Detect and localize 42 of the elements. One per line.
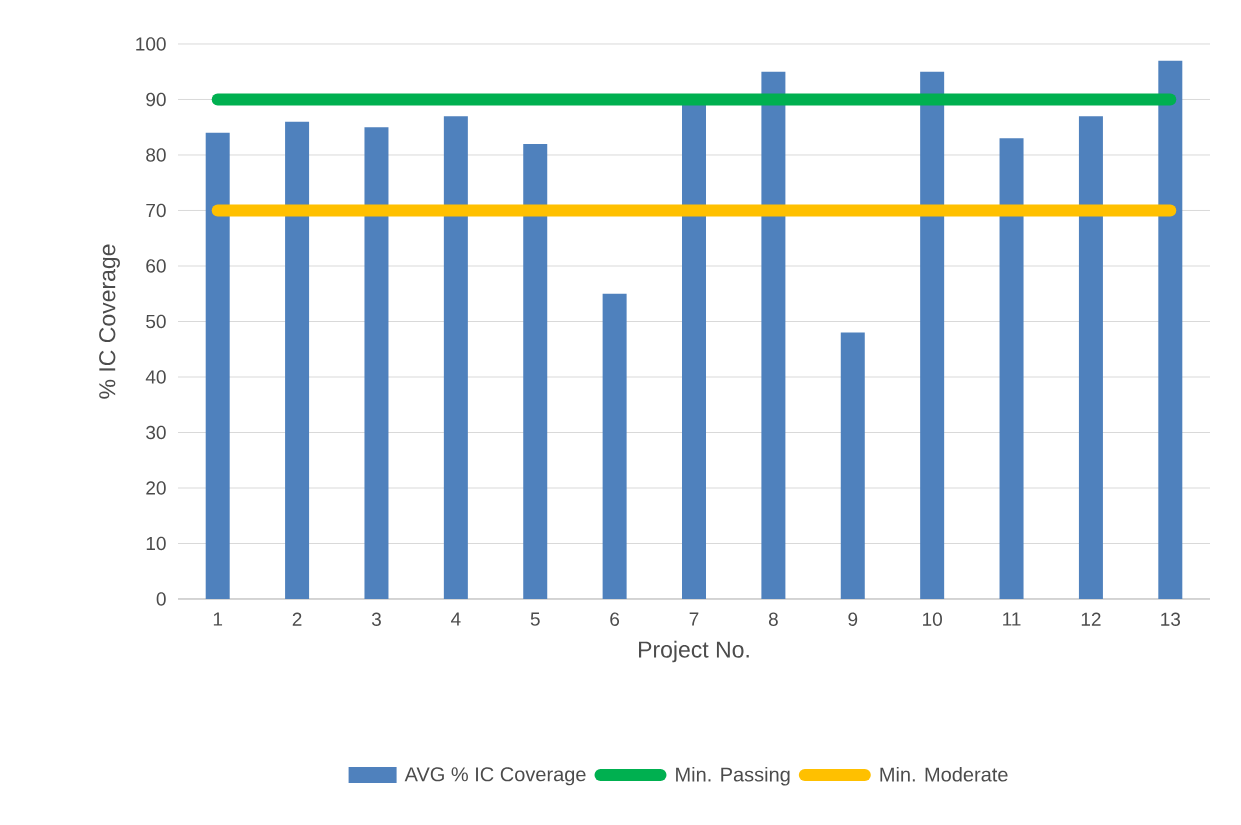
x-tick-label: 10 [923, 612, 942, 626]
x-tick-label: 8 [768, 612, 778, 626]
bar [999, 138, 1024, 599]
x-tick-label: 12 [1081, 612, 1101, 626]
y-axis-title: % IC Coverage [99, 244, 120, 399]
y-tick-label: 100 [136, 37, 166, 51]
y-tick-label: 50 [146, 314, 166, 329]
x-tick-label: 6 [610, 612, 620, 626]
legend-label: Min. Moderate [880, 766, 1008, 782]
x-tick-label: 2 [292, 612, 302, 626]
x-tick-label: 11 [1003, 612, 1021, 626]
x-tick-label: 13 [1161, 612, 1181, 626]
y-tick-label: 30 [146, 425, 166, 440]
x-tick-label: 5 [530, 612, 540, 626]
bar [443, 116, 468, 599]
y-tick-label: 20 [146, 481, 166, 495]
y-tick-label: 10 [146, 536, 166, 551]
bar [285, 121, 310, 599]
bar [1158, 60, 1183, 599]
bar [920, 71, 945, 599]
bar [364, 127, 389, 599]
bar [1078, 116, 1103, 599]
y-tick-label: 40 [145, 370, 166, 384]
bar [682, 105, 706, 599]
y-tick-label: 80 [146, 148, 166, 162]
bar [761, 71, 786, 599]
x-tick-label: 7 [689, 612, 699, 626]
legend-label: AVG % IC Coverage [404, 767, 586, 786]
y-tick-label: 60 [146, 259, 166, 273]
x-tick-label: 9 [848, 612, 858, 626]
bar [205, 132, 230, 599]
y-tick-label: 0 [156, 592, 166, 606]
x-axis-title: Project No. [639, 640, 749, 663]
legend-label: Min. Passing [676, 766, 790, 786]
x-tick-label: 1 [213, 612, 223, 626]
bar [602, 293, 627, 599]
y-tick-label: 90 [146, 92, 166, 107]
x-tick-label: 4 [451, 612, 461, 626]
bar [523, 143, 548, 599]
bar [840, 332, 865, 599]
x-tick-label: 3 [371, 612, 381, 626]
y-tick-label: 70 [146, 203, 166, 218]
